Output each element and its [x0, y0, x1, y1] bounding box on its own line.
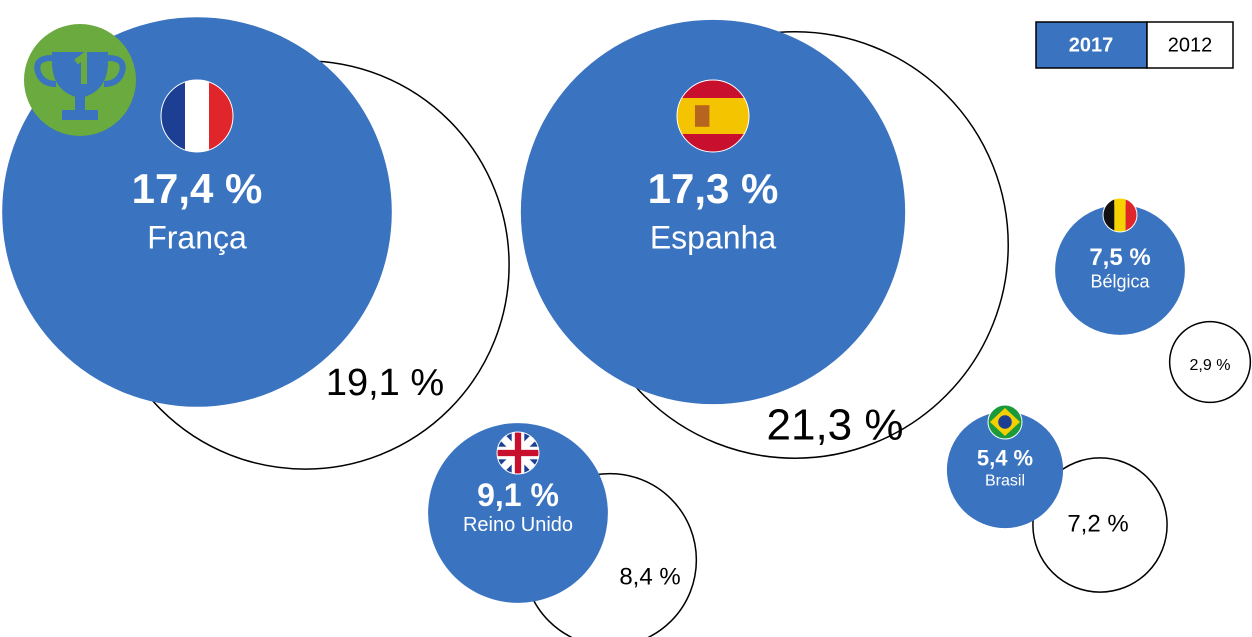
value-label-2012: 21,3 % — [767, 401, 904, 450]
bubble-group: 9,1 %Reino Unido — [428, 423, 608, 603]
value-label-2017: 5,4 % — [977, 445, 1033, 470]
bubble-2017 — [946, 411, 1064, 529]
category-label: França — [147, 219, 247, 255]
bubble-2017 — [1055, 205, 1185, 335]
value-label-2012: 19,1 % — [326, 362, 444, 404]
flag-border — [987, 404, 1023, 440]
flag-border — [1102, 197, 1138, 233]
flag-border — [496, 431, 540, 475]
bubble-2017 — [428, 423, 608, 603]
bubble-group: 5,4 % Brasil — [946, 404, 1064, 529]
value-label-2017: 7,5 % — [1089, 244, 1150, 271]
flag — [1103, 198, 1137, 232]
legend-2012[interactable] — [1146, 21, 1234, 69]
legend[interactable]: 2017 2012 — [1035, 21, 1234, 69]
value-label-2012: 7,2 % — [1067, 510, 1128, 537]
flag — [988, 405, 1022, 439]
bubbles-2017: 17,4 % França 17,3 % Espanha 9,1 %Reino Unid… — [2, 17, 1185, 603]
flag-border — [160, 79, 234, 153]
legend-label[interactable]: 2012 — [1168, 34, 1213, 56]
category-label: Espanha — [650, 219, 777, 255]
trophy-icon — [24, 24, 136, 136]
category-label: Reino Unido — [463, 514, 573, 536]
flag — [497, 432, 539, 474]
flag-part — [1125, 198, 1137, 232]
value-label-2017: 9,1 % — [477, 477, 559, 513]
value-label-2012: 2,9 % — [1190, 357, 1231, 374]
bubble-group: 7,5 %Bélgica — [1055, 197, 1185, 335]
value-label-2017: 17,3 % — [648, 165, 779, 212]
flag-part — [695, 105, 710, 127]
category-label: Brasil — [985, 473, 1025, 490]
legend-label[interactable]: 2017 — [1069, 34, 1114, 56]
bubble-group: 17,3 % Espanha — [520, 19, 906, 405]
flag-border — [676, 79, 750, 153]
bubble-2017 — [520, 19, 906, 405]
value-label-2012: 8,4 % — [619, 563, 680, 590]
value-label-2017: 17,4 % — [132, 165, 263, 212]
flag-part — [677, 98, 749, 134]
bubble-2012 — [1032, 457, 1168, 593]
flag-part — [1114, 198, 1126, 232]
category-label: Bélgica — [1090, 271, 1150, 291]
flag-part — [1103, 198, 1115, 232]
flag-part — [998, 415, 1012, 429]
flag — [677, 80, 749, 152]
flag-part — [497, 449, 539, 457]
bubble-2012 — [1168, 320, 1252, 404]
flag-part — [185, 80, 209, 152]
